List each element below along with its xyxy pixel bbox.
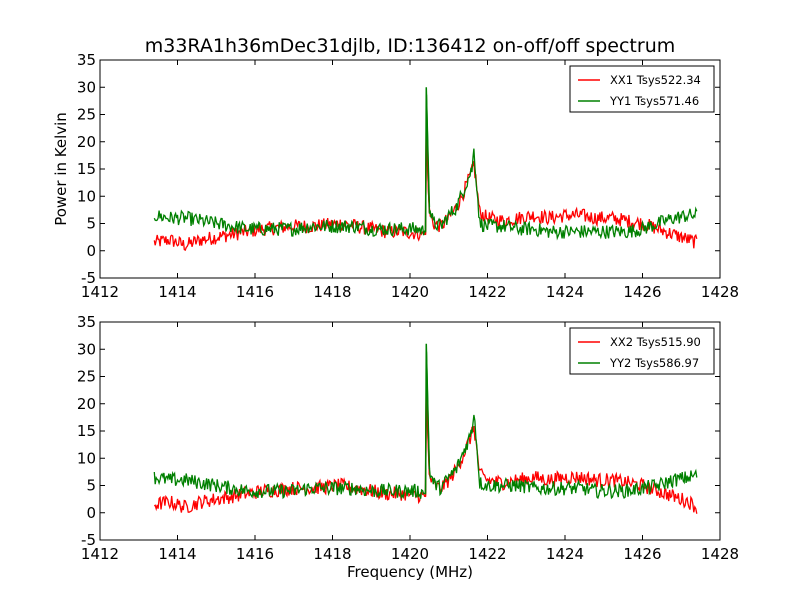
legend-label: XX1 Tsys522.34	[610, 73, 701, 87]
x-tick-label: 1426	[623, 545, 661, 563]
legend-box	[569, 65, 715, 113]
y-tick-label: -5	[81, 269, 96, 287]
x-tick-label: 1422	[468, 545, 506, 563]
y-tick-label: 15	[77, 422, 96, 440]
x-axis-label: Frequency (MHz)	[347, 563, 473, 581]
y-tick-label: 0	[86, 242, 96, 260]
x-tick-label: 1426	[623, 283, 661, 301]
y-tick-label: 25	[77, 368, 96, 386]
x-tick-label: 1412	[81, 545, 119, 563]
x-tick-label: 1418	[313, 283, 351, 301]
chart-title: m33RA1h36mDec31djlb, ID:136412 on-off/of…	[145, 35, 676, 57]
y-tick-label: 10	[77, 449, 96, 467]
series-line-2	[153, 351, 698, 500]
x-tick-label: 1416	[236, 545, 274, 563]
x-tick-label: 1424	[546, 283, 584, 301]
chart-panel-1: 1412 1414 1416 1418 1420 1422 1424 1426 1428 -5 0 5…	[52, 51, 739, 301]
y-tick-label: 25	[77, 106, 96, 124]
y-tick-label: 20	[77, 395, 96, 413]
y-tick-label: 15	[77, 160, 96, 178]
series-spike-2	[424, 87, 431, 232]
legend: XX2 Tsys515.90 YY2 Tsys586.97	[569, 327, 715, 375]
x-tick-label: 1412	[81, 283, 119, 301]
legend-label: YY2 Tsys586.97	[609, 356, 699, 370]
x-tick-label: 1428	[701, 545, 739, 563]
series-spike-2	[424, 343, 431, 494]
y-tick-label: 35	[77, 51, 96, 69]
x-tick-label: 1414	[158, 545, 196, 563]
legend-box	[569, 327, 715, 375]
y-tick-label: 30	[77, 78, 96, 96]
y-tick-label: -5	[81, 531, 96, 549]
y-tick-label: 5	[86, 215, 96, 233]
legend: XX1 Tsys522.34 YY1 Tsys571.46	[569, 65, 715, 113]
y-axis-label: Power in Kelvin	[52, 112, 70, 226]
x-tick-label: 1420	[391, 283, 429, 301]
x-tick-label: 1422	[468, 283, 506, 301]
x-tick-label: 1424	[546, 545, 584, 563]
x-tick-label: 1416	[236, 283, 274, 301]
x-tick-label: 1414	[158, 283, 196, 301]
x-tick-label: 1420	[391, 545, 429, 563]
legend-label: YY1 Tsys571.46	[609, 94, 699, 108]
y-tick-label: 35	[77, 313, 96, 331]
y-tick-label: 0	[86, 504, 96, 522]
y-tick-label: 10	[77, 187, 96, 205]
x-tick-label: 1418	[313, 545, 351, 563]
y-tick-label: 30	[77, 340, 96, 358]
y-tick-label: 5	[86, 477, 96, 495]
y-tick-label: 20	[77, 133, 96, 151]
chart-panel-2: 1412 1414 1416 1418 1420 1422 1424 1426 1428 -5 0 5…	[77, 313, 739, 581]
x-tick-label: 1428	[701, 283, 739, 301]
series-line-2	[153, 94, 698, 241]
legend-label: XX2 Tsys515.90	[610, 335, 701, 349]
